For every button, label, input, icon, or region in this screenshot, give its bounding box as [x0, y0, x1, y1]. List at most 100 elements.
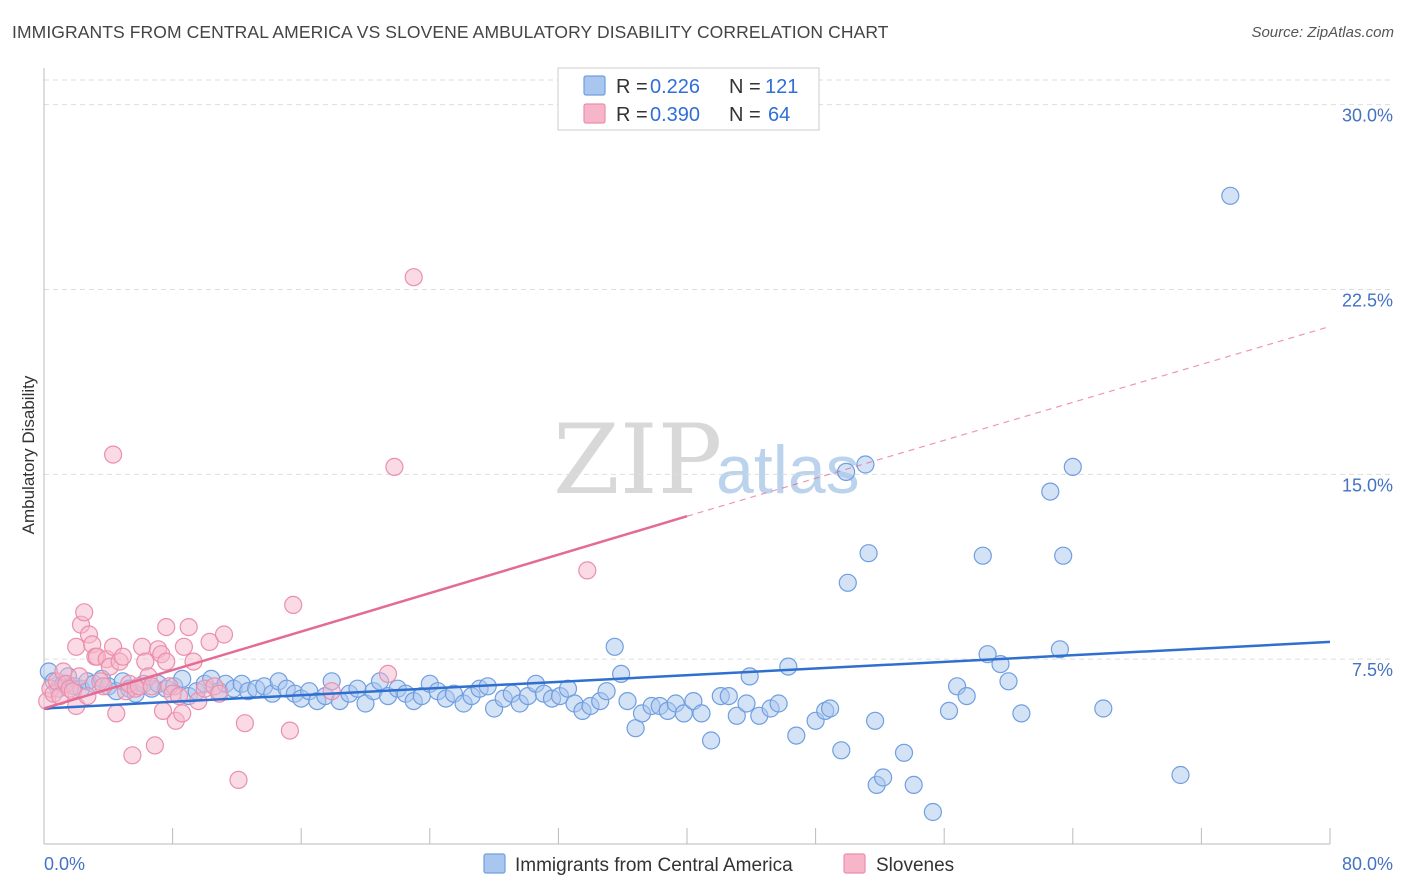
- x-tick-label-max: 80.0%: [1342, 854, 1393, 874]
- point-central-america: [894, 743, 914, 762]
- point-central-america: [1063, 457, 1082, 476]
- chart-title: IMMIGRANTS FROM CENTRAL AMERICA VS SLOVE…: [12, 22, 889, 42]
- point-central-america: [597, 682, 616, 701]
- point-central-america: [1054, 546, 1073, 565]
- point-central-america: [859, 544, 878, 563]
- legend-r-label-1: R =: [616, 76, 648, 98]
- point-central-america: [856, 455, 875, 474]
- point-slovenes: [103, 445, 123, 464]
- point-slovenes: [174, 637, 193, 656]
- point-central-america: [787, 726, 806, 745]
- point-slovenes: [200, 632, 219, 652]
- point-slovenes: [67, 637, 86, 656]
- y-tick-label: 30.0%: [1342, 106, 1393, 126]
- point-central-america: [1094, 699, 1113, 718]
- trend-line-slovenes: [43, 515, 688, 710]
- bottom-legend-swatch-pink: [843, 853, 866, 874]
- legend-n-value-2: 64: [768, 104, 790, 126]
- point-slovenes: [113, 647, 132, 666]
- point-central-america: [1221, 186, 1240, 205]
- legend-r-value-2: 0.390: [650, 104, 700, 126]
- legend-n-label-1: N =: [729, 76, 761, 98]
- point-central-america: [692, 704, 711, 723]
- source-credit: Source: ZipAtlas.com: [1251, 24, 1394, 41]
- legend-r-label-2: R =: [616, 104, 648, 126]
- point-central-america: [737, 694, 756, 713]
- point-central-america: [1041, 482, 1060, 501]
- point-central-america: [618, 691, 637, 711]
- point-slovenes: [179, 617, 198, 637]
- legend-r-value-1: 0.226: [650, 76, 700, 98]
- point-central-america: [865, 711, 885, 730]
- point-central-america: [939, 701, 959, 721]
- point-slovenes: [173, 704, 192, 723]
- point-slovenes: [404, 268, 423, 287]
- point-central-america: [999, 672, 1018, 691]
- point-central-america: [605, 637, 624, 656]
- point-central-america: [832, 741, 851, 760]
- point-central-america: [719, 686, 738, 706]
- point-slovenes: [280, 721, 299, 740]
- point-central-america: [1012, 704, 1031, 723]
- bottom-legend-label-slovenes: Slovenes: [876, 855, 954, 876]
- point-central-america: [727, 706, 746, 725]
- point-slovenes: [157, 617, 176, 637]
- y-axis-title: Ambulatory Disability: [19, 375, 38, 534]
- point-central-america: [873, 768, 893, 787]
- x-tick-labels: 0.0% 80.0%: [44, 854, 1393, 874]
- point-central-america: [838, 573, 857, 592]
- point-slovenes: [235, 714, 254, 733]
- point-central-america: [820, 699, 840, 718]
- legend: R = 0.226 N = 121 R = 0.390 N = 64: [557, 67, 820, 131]
- point-central-america: [904, 775, 923, 795]
- trend-line-slovenes-extension: [686, 325, 1331, 517]
- point-slovenes: [142, 677, 161, 696]
- point-slovenes: [70, 667, 89, 686]
- gridlines: [44, 79, 1392, 660]
- axes: [43, 68, 1331, 845]
- watermark-zip: ZIP: [553, 404, 722, 516]
- y-tick-label: 22.5%: [1342, 290, 1393, 310]
- trend-line-central-america: [43, 640, 1331, 710]
- legend-swatch-pink: [583, 103, 606, 124]
- point-slovenes: [133, 637, 152, 656]
- watermark-atlas: atlas: [716, 432, 860, 508]
- point-slovenes: [214, 625, 234, 644]
- point-slovenes: [229, 770, 248, 790]
- point-slovenes: [107, 704, 126, 723]
- bottom-legend-swatch-blue: [483, 853, 506, 874]
- point-central-america: [836, 462, 856, 481]
- point-slovenes: [75, 603, 94, 622]
- point-slovenes: [578, 561, 597, 580]
- point-central-america: [1050, 640, 1070, 659]
- point-slovenes: [322, 682, 341, 701]
- legend-n-label-2: N =: [729, 104, 761, 126]
- bottom-legend-label-central-america: Immigrants from Central America: [515, 855, 793, 876]
- point-slovenes: [136, 652, 155, 671]
- point-central-america: [923, 802, 943, 822]
- point-central-america: [779, 657, 798, 676]
- point-central-america: [674, 704, 693, 723]
- bottom-legend: Immigrants from Central America Slovenes: [483, 853, 954, 876]
- point-central-america: [701, 731, 721, 750]
- point-central-america: [769, 694, 788, 713]
- point-slovenes: [157, 652, 176, 671]
- point-central-america: [973, 546, 992, 565]
- watermark: ZIP atlas: [553, 404, 860, 516]
- legend-n-value-1: 121: [765, 76, 798, 98]
- point-slovenes: [145, 736, 164, 755]
- series-slovenes-points: [38, 268, 597, 790]
- point-slovenes: [378, 664, 398, 684]
- trend-lines: [43, 325, 1331, 710]
- point-slovenes: [385, 457, 404, 476]
- y-tick-label: 7.5%: [1352, 660, 1393, 680]
- legend-swatch-blue: [583, 75, 606, 96]
- point-slovenes: [284, 595, 303, 615]
- point-slovenes: [123, 746, 142, 765]
- y-tick-label: 15.0%: [1342, 475, 1393, 495]
- point-central-america: [957, 686, 976, 706]
- x-tick-label-min: 0.0%: [44, 854, 85, 874]
- point-central-america: [1171, 765, 1190, 785]
- y-tick-labels: 7.5% 15.0% 22.5% 30.0%: [1342, 106, 1393, 681]
